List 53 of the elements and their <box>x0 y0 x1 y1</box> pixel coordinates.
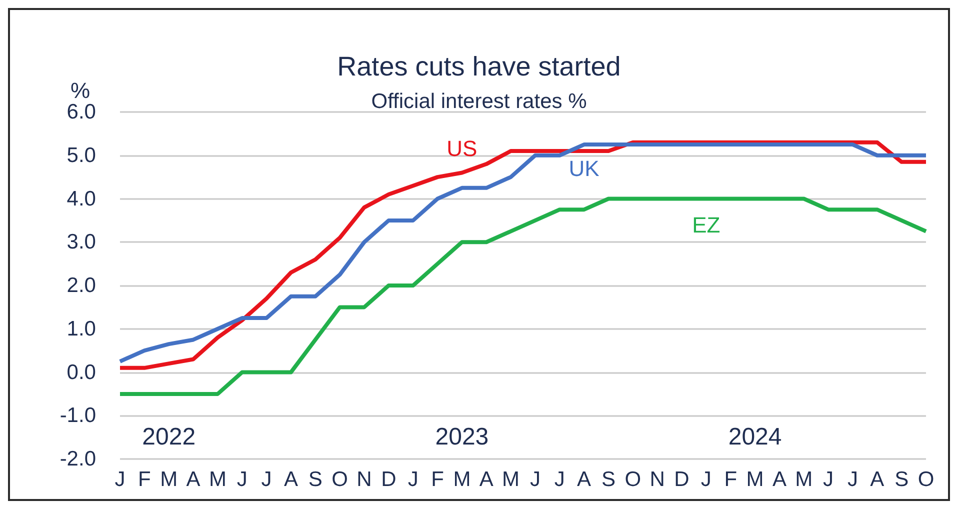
x-tick-label: A <box>284 468 298 491</box>
y-tick-label: 3.0 <box>66 230 96 254</box>
x-tick-label: M <box>208 468 226 491</box>
x-tick-label: J <box>408 468 418 491</box>
series-label: UK <box>568 156 600 182</box>
chart-title: Rates cuts have started <box>337 52 621 82</box>
y-tick-label: 0.0 <box>66 360 96 384</box>
x-tick-label: F <box>724 468 738 491</box>
y-tick-label: 2.0 <box>66 274 96 297</box>
x-tick-label: S <box>308 468 322 491</box>
y-tick-label: 1.0 <box>66 317 96 340</box>
annotation: 2024 <box>728 424 782 450</box>
x-tick-label: D <box>381 468 396 491</box>
y-tick-label: 6.0 <box>66 100 96 124</box>
x-tick-label: F <box>431 468 444 491</box>
x-tick-label: F <box>138 468 151 491</box>
x-tick-label: M <box>795 468 813 491</box>
x-tick-label: M <box>746 468 764 491</box>
x-tick-label: M <box>160 468 178 491</box>
x-tick-label: J <box>847 468 858 491</box>
x-tick-label: A <box>479 468 494 491</box>
x-tick-label: A <box>870 468 884 491</box>
y-axis-title: % <box>70 78 90 104</box>
x-tick-label: S <box>601 468 616 491</box>
series-label: EZ <box>692 212 720 238</box>
x-tick-label: O <box>918 468 934 491</box>
y-tick-label: 5.0 <box>66 144 96 167</box>
x-tick-label: M <box>502 468 520 491</box>
x-tick-label: J <box>554 468 565 491</box>
x-tick-label: M <box>453 468 471 491</box>
series-label: US <box>446 136 478 162</box>
line-series <box>118 196 928 396</box>
x-tick-label: J <box>236 468 248 491</box>
x-tick-label: D <box>674 468 690 491</box>
x-tick-label: O <box>332 468 348 491</box>
x-tick-label: A <box>577 468 592 491</box>
x-tick-label: A <box>186 468 200 491</box>
x-tick-label: J <box>530 468 540 491</box>
annotation: 2023 <box>435 424 489 450</box>
x-tick-label: N <box>650 468 665 491</box>
y-tick-label: 4.0 <box>66 187 96 210</box>
x-tick-label: J <box>114 468 126 491</box>
x-tick-label: J <box>823 468 834 491</box>
y-tick-label: -2.0 <box>60 448 96 470</box>
annotation: 2022 <box>142 424 196 450</box>
chart-subtitle: Official interest rates % <box>371 90 587 113</box>
x-tick-label: J <box>261 468 272 491</box>
x-tick-label: O <box>624 468 642 491</box>
x-tick-label: A <box>772 468 786 491</box>
x-tick-label: N <box>356 468 372 491</box>
x-tick-label: S <box>894 468 909 491</box>
y-tick-label: -1.0 <box>60 404 96 428</box>
x-tick-label: J <box>700 468 712 491</box>
